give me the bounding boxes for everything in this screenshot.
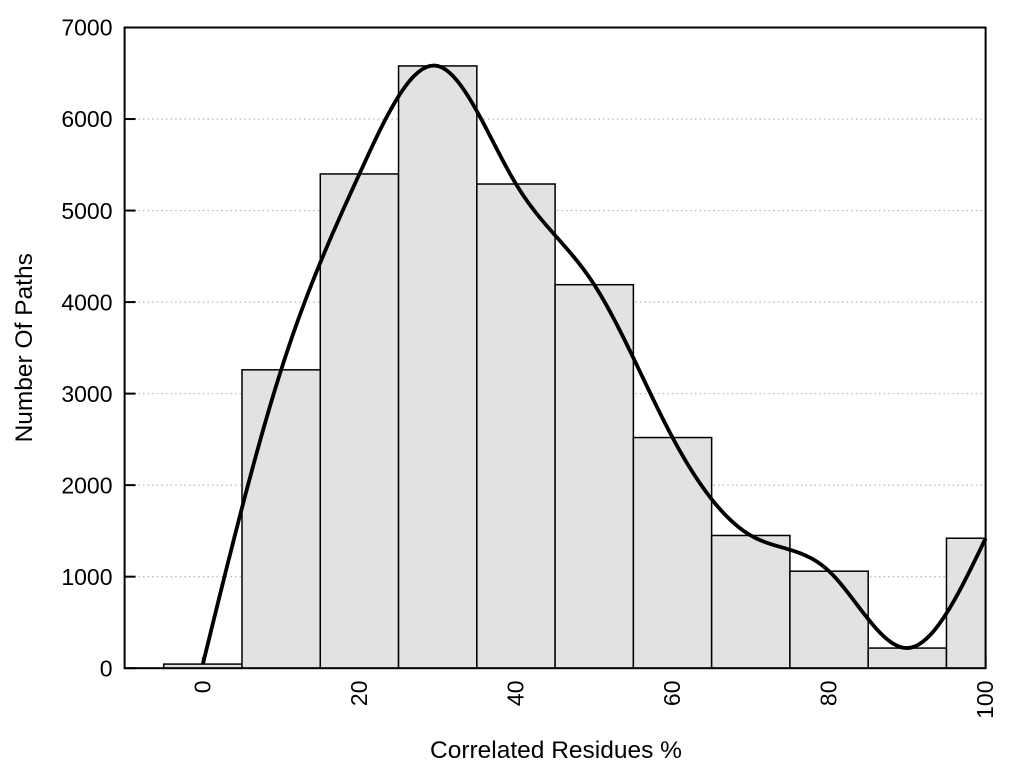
x-tick-label: 80 xyxy=(816,681,842,707)
y-tick-label: 4000 xyxy=(61,289,112,315)
y-tick-label: 0 xyxy=(100,655,113,681)
y-tick-label: 2000 xyxy=(61,472,112,498)
histogram-bar xyxy=(867,647,948,669)
x-tick-label: 20 xyxy=(346,681,372,707)
x-tick-label: 0 xyxy=(189,681,215,694)
x-tick-labels: 0 20 40 60 80 100 xyxy=(189,681,998,719)
histogram-bar xyxy=(319,173,400,669)
histogram-bar xyxy=(710,534,791,669)
y-tick-label: 7000 xyxy=(61,15,112,41)
y-axis-ticks xyxy=(124,26,136,670)
histogram-bar xyxy=(789,570,869,669)
y-axis-title: Number Of Paths xyxy=(11,253,38,442)
histogram-bar xyxy=(554,283,635,669)
x-tick-label: 100 xyxy=(972,681,998,719)
histogram-bar xyxy=(397,65,478,669)
y-tick-label: 1000 xyxy=(61,564,112,590)
smooth-density-curve xyxy=(201,63,988,665)
y-tick-label: 3000 xyxy=(61,381,112,407)
histogram-bars xyxy=(162,65,987,669)
histogram-bar xyxy=(241,369,322,669)
y-tick-label: 5000 xyxy=(61,198,112,224)
x-tick-label: 40 xyxy=(503,681,529,707)
y-tick-label: 6000 xyxy=(61,106,112,132)
histogram-bar xyxy=(476,183,556,669)
plot-border xyxy=(123,26,987,670)
histogram-bar xyxy=(632,436,713,669)
x-tick-label: 60 xyxy=(659,681,685,707)
y-tick-labels: 0 1000 2000 3000 4000 5000 6000 7000 xyxy=(61,15,112,682)
x-axis-title: Correlated Residues % xyxy=(430,737,682,764)
